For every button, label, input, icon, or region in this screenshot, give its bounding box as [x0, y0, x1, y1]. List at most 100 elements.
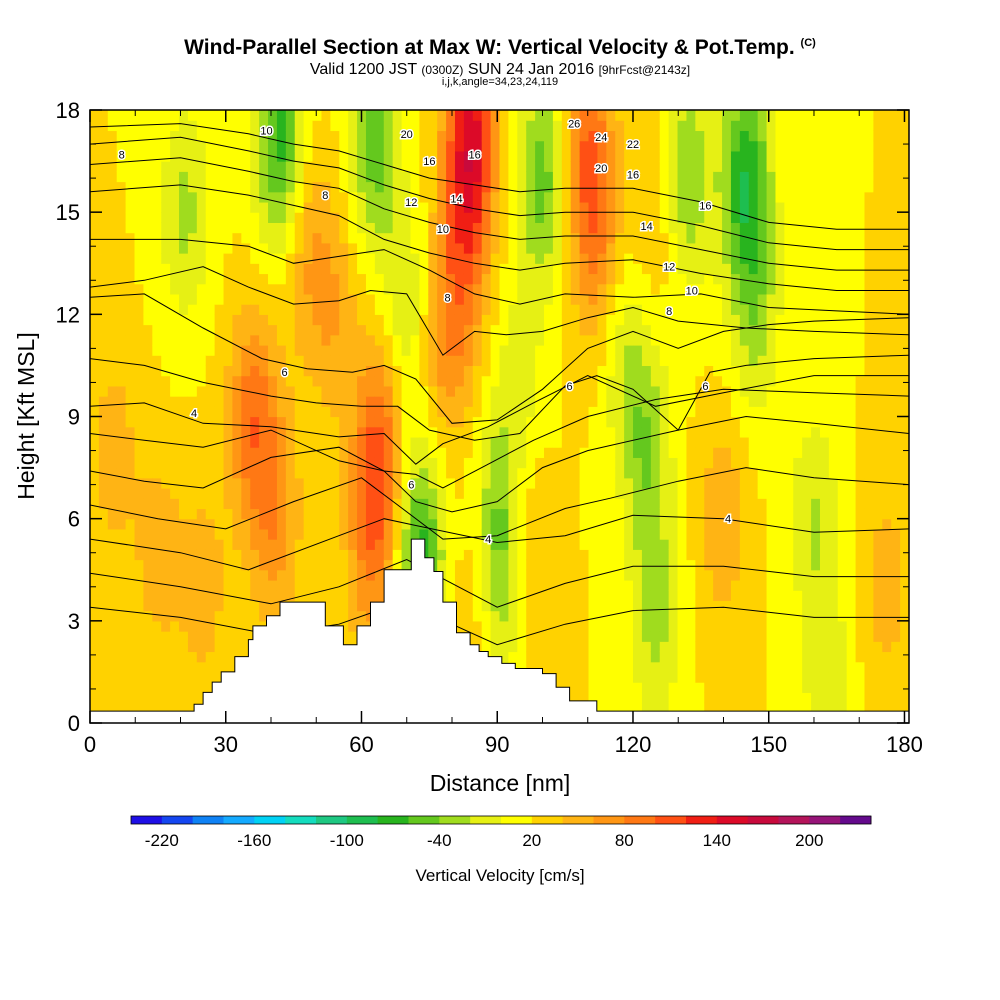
velocity-cell	[214, 528, 225, 540]
velocity-cell	[250, 600, 260, 612]
velocity-cell	[348, 385, 358, 397]
velocity-cell	[383, 518, 394, 530]
velocity-cell	[321, 375, 331, 387]
velocity-cell	[152, 171, 162, 183]
velocity-cell	[285, 488, 296, 499]
velocity-cell	[704, 375, 714, 387]
velocity-cell	[659, 528, 670, 540]
velocity-cell	[677, 600, 688, 612]
velocity-cell	[517, 324, 527, 336]
velocity-cell	[365, 406, 376, 418]
velocity-cell	[650, 222, 661, 234]
velocity-cell	[463, 334, 474, 346]
velocity-cell	[428, 355, 438, 367]
velocity-cell	[330, 253, 340, 264]
velocity-cell	[437, 549, 447, 561]
velocity-cell	[695, 692, 705, 704]
velocity-cell	[161, 120, 171, 132]
velocity-cell	[143, 161, 153, 172]
velocity-cell	[374, 344, 385, 356]
velocity-cell	[419, 406, 429, 418]
velocity-cell	[187, 671, 198, 683]
velocity-cell	[739, 651, 750, 663]
velocity-cell	[588, 569, 599, 581]
velocity-cell	[348, 161, 358, 172]
velocity-cell	[454, 610, 465, 622]
velocity-cell	[472, 416, 483, 428]
velocity-cell	[775, 140, 785, 152]
velocity-cell	[107, 201, 118, 213]
velocity-cell	[704, 549, 714, 561]
velocity-cell	[766, 232, 777, 244]
velocity-cell	[472, 191, 483, 203]
velocity-cell	[428, 406, 438, 418]
velocity-cell	[285, 426, 296, 438]
velocity-cell	[508, 120, 518, 132]
velocity-cell	[499, 631, 509, 642]
velocity-cell	[143, 120, 153, 132]
velocity-cell	[739, 600, 750, 612]
velocity-cell	[757, 181, 768, 193]
velocity-cell	[339, 314, 349, 326]
velocity-cell	[401, 314, 412, 326]
velocity-cell	[570, 406, 581, 418]
velocity-cell	[98, 304, 109, 315]
velocity-cell	[508, 355, 518, 367]
velocity-cell	[223, 324, 234, 336]
velocity-cell	[793, 671, 803, 683]
velocity-cell	[615, 539, 625, 550]
velocity-cell	[143, 212, 153, 223]
velocity-cell	[463, 171, 474, 183]
velocity-cell	[312, 559, 323, 571]
velocity-cell	[294, 488, 305, 499]
velocity-cell	[223, 304, 234, 315]
velocity-cell	[276, 140, 287, 152]
velocity-cell	[624, 161, 634, 172]
velocity-cell	[766, 508, 777, 520]
velocity-cell	[481, 130, 492, 142]
velocity-cell	[633, 304, 643, 315]
velocity-cell	[481, 416, 492, 428]
velocity-cell	[410, 293, 420, 305]
velocity-cell	[365, 590, 376, 601]
velocity-cell	[161, 304, 171, 315]
velocity-cell	[357, 528, 367, 540]
velocity-cell	[472, 263, 483, 275]
velocity-cell	[374, 201, 385, 213]
velocity-cell	[615, 579, 625, 591]
velocity-cell	[312, 539, 323, 550]
velocity-cell	[196, 283, 207, 295]
velocity-cell	[196, 467, 207, 479]
velocity-cell	[659, 518, 670, 530]
velocity-cell	[606, 498, 616, 510]
velocity-cell	[784, 579, 794, 591]
velocity-cell	[686, 181, 696, 193]
velocity-cell	[125, 508, 136, 520]
velocity-cell	[775, 396, 785, 407]
velocity-cell	[196, 293, 207, 305]
velocity-cell	[152, 528, 162, 540]
velocity-cell	[410, 181, 420, 193]
velocity-cell	[170, 447, 180, 458]
velocity-cell	[499, 559, 509, 571]
velocity-cell	[152, 702, 162, 714]
velocity-cell	[739, 682, 750, 693]
velocity-cell	[143, 661, 153, 673]
velocity-cell	[730, 222, 741, 234]
velocity-cell	[544, 549, 554, 561]
velocity-cell	[223, 120, 234, 132]
velocity-cell	[383, 416, 394, 428]
velocity-cell	[90, 181, 100, 193]
velocity-cell	[294, 539, 305, 550]
velocity-cell	[134, 385, 145, 397]
velocity-cell	[152, 293, 162, 305]
velocity-cell	[490, 559, 501, 571]
velocity-cell	[116, 702, 127, 714]
velocity-cell	[490, 304, 501, 315]
velocity-cell	[392, 436, 403, 448]
velocity-cell	[757, 150, 768, 162]
velocity-cell	[650, 263, 661, 275]
velocity-cell	[446, 140, 456, 152]
velocity-cell	[232, 161, 242, 172]
velocity-cell	[179, 304, 189, 315]
